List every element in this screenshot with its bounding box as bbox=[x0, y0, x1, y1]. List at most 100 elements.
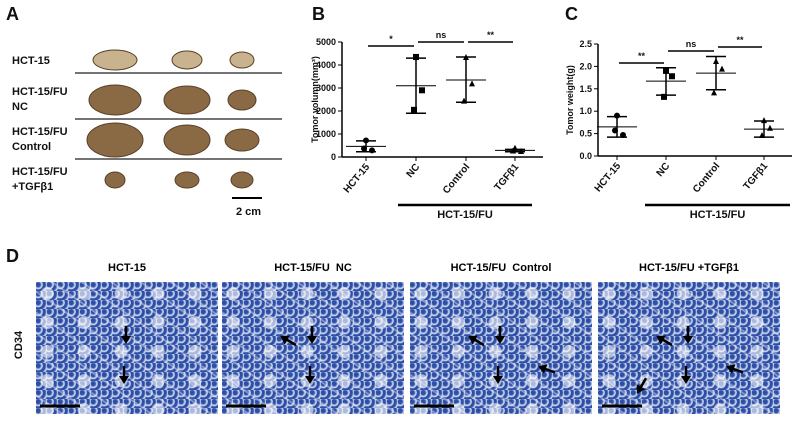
data-point bbox=[614, 112, 620, 119]
data-point bbox=[711, 89, 717, 96]
arrow-icon bbox=[468, 335, 485, 347]
data-point bbox=[413, 53, 419, 60]
y-tick-label: 3000 bbox=[316, 83, 336, 93]
ihc-title: HCT-15/FU +TGFβ1 bbox=[639, 262, 739, 274]
arrow-annotations bbox=[414, 326, 556, 408]
arrow-icon bbox=[121, 326, 131, 344]
data-point bbox=[767, 124, 773, 131]
arrow-icon bbox=[656, 335, 673, 347]
y-tick-label: 2000 bbox=[316, 106, 336, 116]
arrow-icon bbox=[119, 366, 129, 384]
arrow-icon bbox=[726, 364, 744, 374]
significance-label: ns bbox=[686, 39, 697, 49]
tumor-image bbox=[171, 50, 203, 70]
cd34-ihc-image bbox=[36, 282, 218, 414]
x-tick-label: HCT-15 bbox=[342, 162, 373, 196]
tumor-image bbox=[230, 171, 254, 189]
y-tick-label: 2.5 bbox=[579, 39, 592, 49]
y-tick-label: 4000 bbox=[316, 60, 336, 70]
panel-label-a: A bbox=[6, 4, 19, 24]
data-point bbox=[510, 147, 516, 154]
x-tick-label: HCT-15 bbox=[593, 161, 624, 195]
data-point bbox=[369, 147, 375, 154]
data-point bbox=[612, 127, 618, 134]
panel-label-d: D bbox=[6, 246, 19, 266]
tumor-image bbox=[227, 89, 257, 111]
group-label: HCT-15/FU bbox=[437, 209, 493, 221]
significance-label: ** bbox=[487, 30, 495, 40]
y-axis-label: Tomor volumn(mm³) bbox=[310, 56, 320, 143]
significance-label: * bbox=[389, 34, 393, 44]
data-point bbox=[411, 106, 417, 113]
tumor-image bbox=[229, 51, 255, 69]
cd34-ihc-image bbox=[598, 282, 780, 414]
y-tick-label: 1.5 bbox=[579, 84, 592, 94]
arrow-icon bbox=[681, 366, 691, 384]
significance-label: ** bbox=[736, 35, 744, 45]
arrow-icon bbox=[307, 326, 317, 344]
arrow-icon bbox=[305, 366, 315, 384]
ihc-title: HCT-15/FU NC bbox=[274, 262, 352, 274]
data-point bbox=[463, 53, 469, 60]
tumor-image bbox=[163, 124, 211, 156]
row-label: HCT-15/FU bbox=[12, 166, 68, 178]
scale-bar-label: 2 cm bbox=[236, 206, 261, 218]
data-point bbox=[719, 65, 725, 72]
y-tick-label: 1000 bbox=[316, 129, 336, 139]
data-point bbox=[661, 93, 667, 100]
data-point bbox=[713, 58, 719, 65]
x-tick-label: NC bbox=[405, 162, 423, 180]
x-tick-label: NC bbox=[655, 161, 673, 179]
cd34-label: CD34 bbox=[13, 330, 25, 359]
x-tick-label: Control bbox=[441, 162, 472, 196]
arrow-annotations bbox=[602, 326, 744, 408]
arrow-icon bbox=[495, 326, 505, 344]
panel-label-c: C bbox=[565, 4, 578, 24]
arrow-icon bbox=[683, 326, 693, 344]
row-sublabel: NC bbox=[12, 101, 28, 113]
x-tick-label: TGFβ1 bbox=[493, 162, 522, 194]
tumor-image bbox=[163, 85, 211, 115]
data-point bbox=[361, 145, 367, 152]
y-tick-label: 0.0 bbox=[579, 151, 592, 161]
row-label: HCT-15/FU bbox=[12, 126, 68, 138]
arrow-icon bbox=[280, 335, 297, 347]
tumor-image bbox=[86, 122, 144, 158]
arrow-icon bbox=[636, 377, 648, 394]
data-point bbox=[363, 137, 369, 144]
significance-label: ** bbox=[638, 51, 646, 61]
cd34-ihc-image bbox=[222, 282, 404, 414]
data-point bbox=[518, 148, 524, 155]
data-point bbox=[663, 67, 669, 74]
y-tick-label: 1.0 bbox=[579, 106, 592, 116]
tumor-image bbox=[104, 171, 126, 189]
tumor-image bbox=[174, 171, 200, 189]
tumor-image bbox=[88, 84, 142, 116]
x-tick-label: Control bbox=[691, 161, 722, 195]
data-point bbox=[419, 87, 425, 94]
arrow-annotations bbox=[226, 326, 317, 408]
y-axis-label: Tomor weight(g) bbox=[565, 65, 575, 135]
arrow-icon bbox=[493, 366, 503, 384]
y-tick-label: 0 bbox=[331, 152, 336, 162]
data-point bbox=[759, 131, 765, 138]
cd34-ihc-image bbox=[410, 282, 592, 414]
row-label: HCT-15/FU bbox=[12, 86, 68, 98]
x-tick-label: TGFβ1 bbox=[742, 161, 771, 193]
group-label: HCT-15/FU bbox=[690, 209, 746, 221]
panel-label-b: B bbox=[312, 4, 325, 24]
y-tick-label: 0.5 bbox=[579, 129, 592, 139]
row-label: HCT-15 bbox=[12, 55, 50, 67]
data-point bbox=[461, 97, 467, 104]
row-sublabel: +TGFβ1 bbox=[12, 181, 53, 193]
ihc-title: HCT-15/FU Control bbox=[450, 262, 552, 274]
tumor-image bbox=[92, 49, 138, 71]
data-point bbox=[669, 73, 675, 80]
arrow-annotations bbox=[40, 326, 131, 408]
y-tick-label: 5000 bbox=[316, 37, 336, 47]
data-point bbox=[761, 117, 767, 124]
tumor-image bbox=[224, 128, 260, 152]
data-point bbox=[620, 131, 626, 138]
